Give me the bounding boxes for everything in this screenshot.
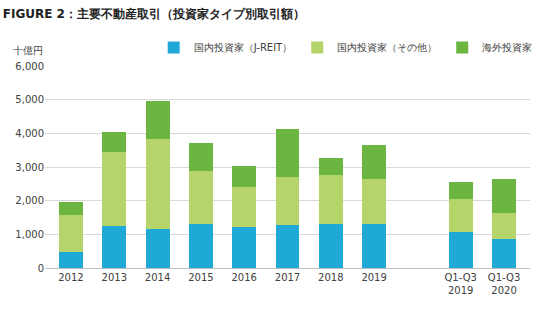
svg-text:2,000: 2,000	[15, 195, 44, 206]
svg-text:海外投資家: 海外投資家	[482, 42, 532, 53]
svg-text:6,000: 6,000	[15, 61, 44, 72]
svg-text:2012: 2012	[58, 272, 83, 283]
svg-text:2017: 2017	[275, 272, 300, 283]
svg-text:2014: 2014	[145, 272, 170, 283]
svg-text:3,000: 3,000	[15, 162, 44, 173]
svg-text:2018: 2018	[318, 272, 343, 283]
svg-text:国内投資家（その他）: 国内投資家（その他）	[337, 42, 437, 53]
svg-text:2013: 2013	[102, 272, 127, 283]
svg-text:5,000: 5,000	[15, 94, 44, 105]
svg-text:0: 0	[38, 263, 44, 274]
svg-text:2015: 2015	[188, 272, 213, 283]
svg-text:Q1-Q32020: Q1-Q32020	[488, 272, 520, 296]
svg-text:国内投資家（J-REIT）: 国内投資家（J-REIT）	[194, 42, 293, 53]
svg-text:1,000: 1,000	[15, 229, 44, 240]
svg-text:2019: 2019	[361, 272, 386, 283]
svg-text:2016: 2016	[231, 272, 256, 283]
svg-text:Q1-Q32019: Q1-Q32019	[444, 272, 476, 296]
svg-text:十億円: 十億円	[13, 45, 43, 56]
svg-text:4,000: 4,000	[15, 128, 44, 139]
svg-text:FIGURE 2：主要不動産取引（投資家タイプ別取引額）: FIGURE 2：主要不動産取引（投資家タイプ別取引額）	[3, 7, 305, 21]
